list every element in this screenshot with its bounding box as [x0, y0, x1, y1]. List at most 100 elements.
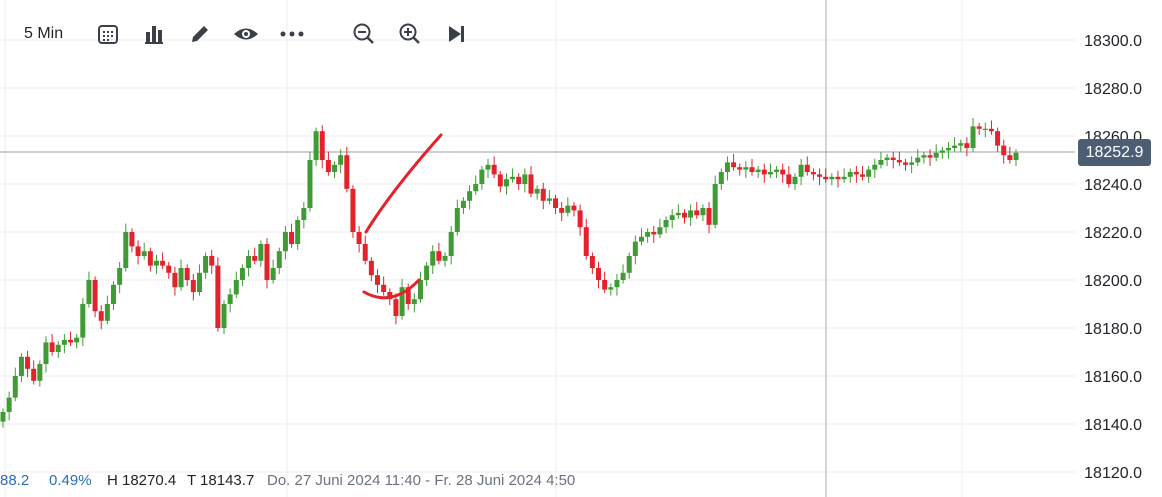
skip-forward-icon[interactable] — [437, 15, 475, 53]
candle-body — [209, 256, 215, 266]
candle-body — [749, 167, 755, 172]
y-tick-label: 18220.0 — [1084, 225, 1142, 242]
candle-body — [295, 220, 301, 244]
candle-body — [860, 174, 866, 177]
candle-body — [626, 256, 632, 273]
candle-body — [1013, 152, 1019, 160]
y-tick-label: 18160.0 — [1084, 369, 1142, 386]
candle-body — [577, 210, 583, 228]
candle-body — [31, 368, 37, 381]
candle-body — [774, 169, 780, 172]
candle-body — [681, 212, 687, 218]
candle-body — [233, 280, 239, 295]
calendar-icon[interactable] — [89, 15, 127, 53]
bar-chart-icon[interactable] — [135, 15, 173, 53]
candle-body — [479, 169, 485, 184]
high-value: H 18270.4 — [107, 472, 177, 489]
candle-body — [988, 128, 994, 132]
candle-body — [596, 268, 602, 280]
candle-body — [841, 176, 847, 180]
candle-body — [368, 260, 374, 276]
candle-body — [172, 272, 178, 288]
change-value: 88.2 — [0, 472, 30, 489]
candle-body — [362, 244, 368, 261]
candle-body — [0, 412, 6, 422]
interval-selector[interactable]: 5 Min — [24, 25, 64, 42]
pencil-icon[interactable] — [181, 15, 219, 53]
eye-icon[interactable] — [227, 15, 265, 53]
candle-body — [375, 275, 381, 285]
candle-body — [902, 162, 908, 165]
candle-body — [393, 299, 399, 316]
candle-body — [688, 210, 694, 218]
candle-body — [129, 232, 135, 247]
candle-body — [86, 280, 92, 304]
candle-body — [890, 157, 896, 160]
candle-body — [952, 145, 958, 148]
candle-body — [982, 128, 988, 130]
grid — [0, 0, 1075, 497]
candle-body — [608, 287, 614, 290]
candle-body — [319, 131, 325, 160]
candle-body — [884, 157, 890, 160]
candle-body — [724, 162, 730, 172]
candle-body — [571, 205, 577, 211]
candle-body — [80, 304, 86, 338]
candle-body — [111, 284, 117, 304]
candle-body — [565, 205, 571, 213]
candle-body — [25, 356, 31, 369]
candle-body — [239, 268, 245, 280]
candle-body — [1001, 145, 1007, 156]
candle-body — [534, 188, 540, 194]
candle-body — [804, 164, 810, 172]
candle-body — [540, 188, 546, 201]
candle-body — [264, 244, 270, 280]
candle-body — [117, 268, 123, 285]
candle-body — [12, 376, 18, 398]
candle-body — [817, 174, 823, 177]
low-value: T 18143.7 — [187, 472, 255, 489]
candle-body — [497, 174, 503, 187]
candle-body — [43, 342, 49, 364]
candle-body — [731, 162, 737, 168]
candle-body — [442, 256, 448, 261]
candle-body — [638, 236, 644, 242]
candles — [0, 118, 1019, 428]
zoom-out-icon[interactable] — [345, 15, 383, 53]
candle-body — [915, 157, 921, 163]
candle-body — [307, 160, 313, 208]
candle-body — [528, 174, 534, 194]
candle-body — [325, 160, 331, 172]
candle-body — [546, 198, 552, 201]
candle-body — [338, 155, 344, 165]
candle-body — [718, 172, 724, 184]
candle-body — [381, 284, 387, 292]
candle-body — [829, 176, 835, 180]
candle-body — [178, 268, 184, 288]
candle-body — [755, 169, 761, 172]
candle-body — [491, 164, 497, 175]
candle-body — [227, 294, 233, 304]
candle-body — [123, 232, 129, 268]
candle-body — [196, 272, 202, 292]
candle-body — [792, 176, 798, 184]
candle-body — [909, 162, 915, 165]
candle-body — [473, 184, 479, 192]
candle-body — [405, 287, 411, 304]
candle-body — [583, 227, 589, 256]
zoom-in-icon[interactable] — [391, 15, 429, 53]
y-tick-label: 18120.0 — [1084, 465, 1142, 482]
candle-body — [313, 131, 319, 160]
candle-body — [737, 167, 743, 170]
candle-body — [135, 246, 141, 256]
more-icon[interactable] — [273, 15, 311, 53]
drawing-curve[interactable] — [362, 278, 421, 300]
candle-body — [485, 164, 491, 170]
drawing-line[interactable] — [364, 133, 443, 234]
candle-body — [589, 256, 595, 268]
candle-body — [510, 176, 516, 180]
candle-body — [215, 265, 221, 328]
candle-body — [258, 244, 264, 261]
candle-body — [289, 232, 295, 244]
